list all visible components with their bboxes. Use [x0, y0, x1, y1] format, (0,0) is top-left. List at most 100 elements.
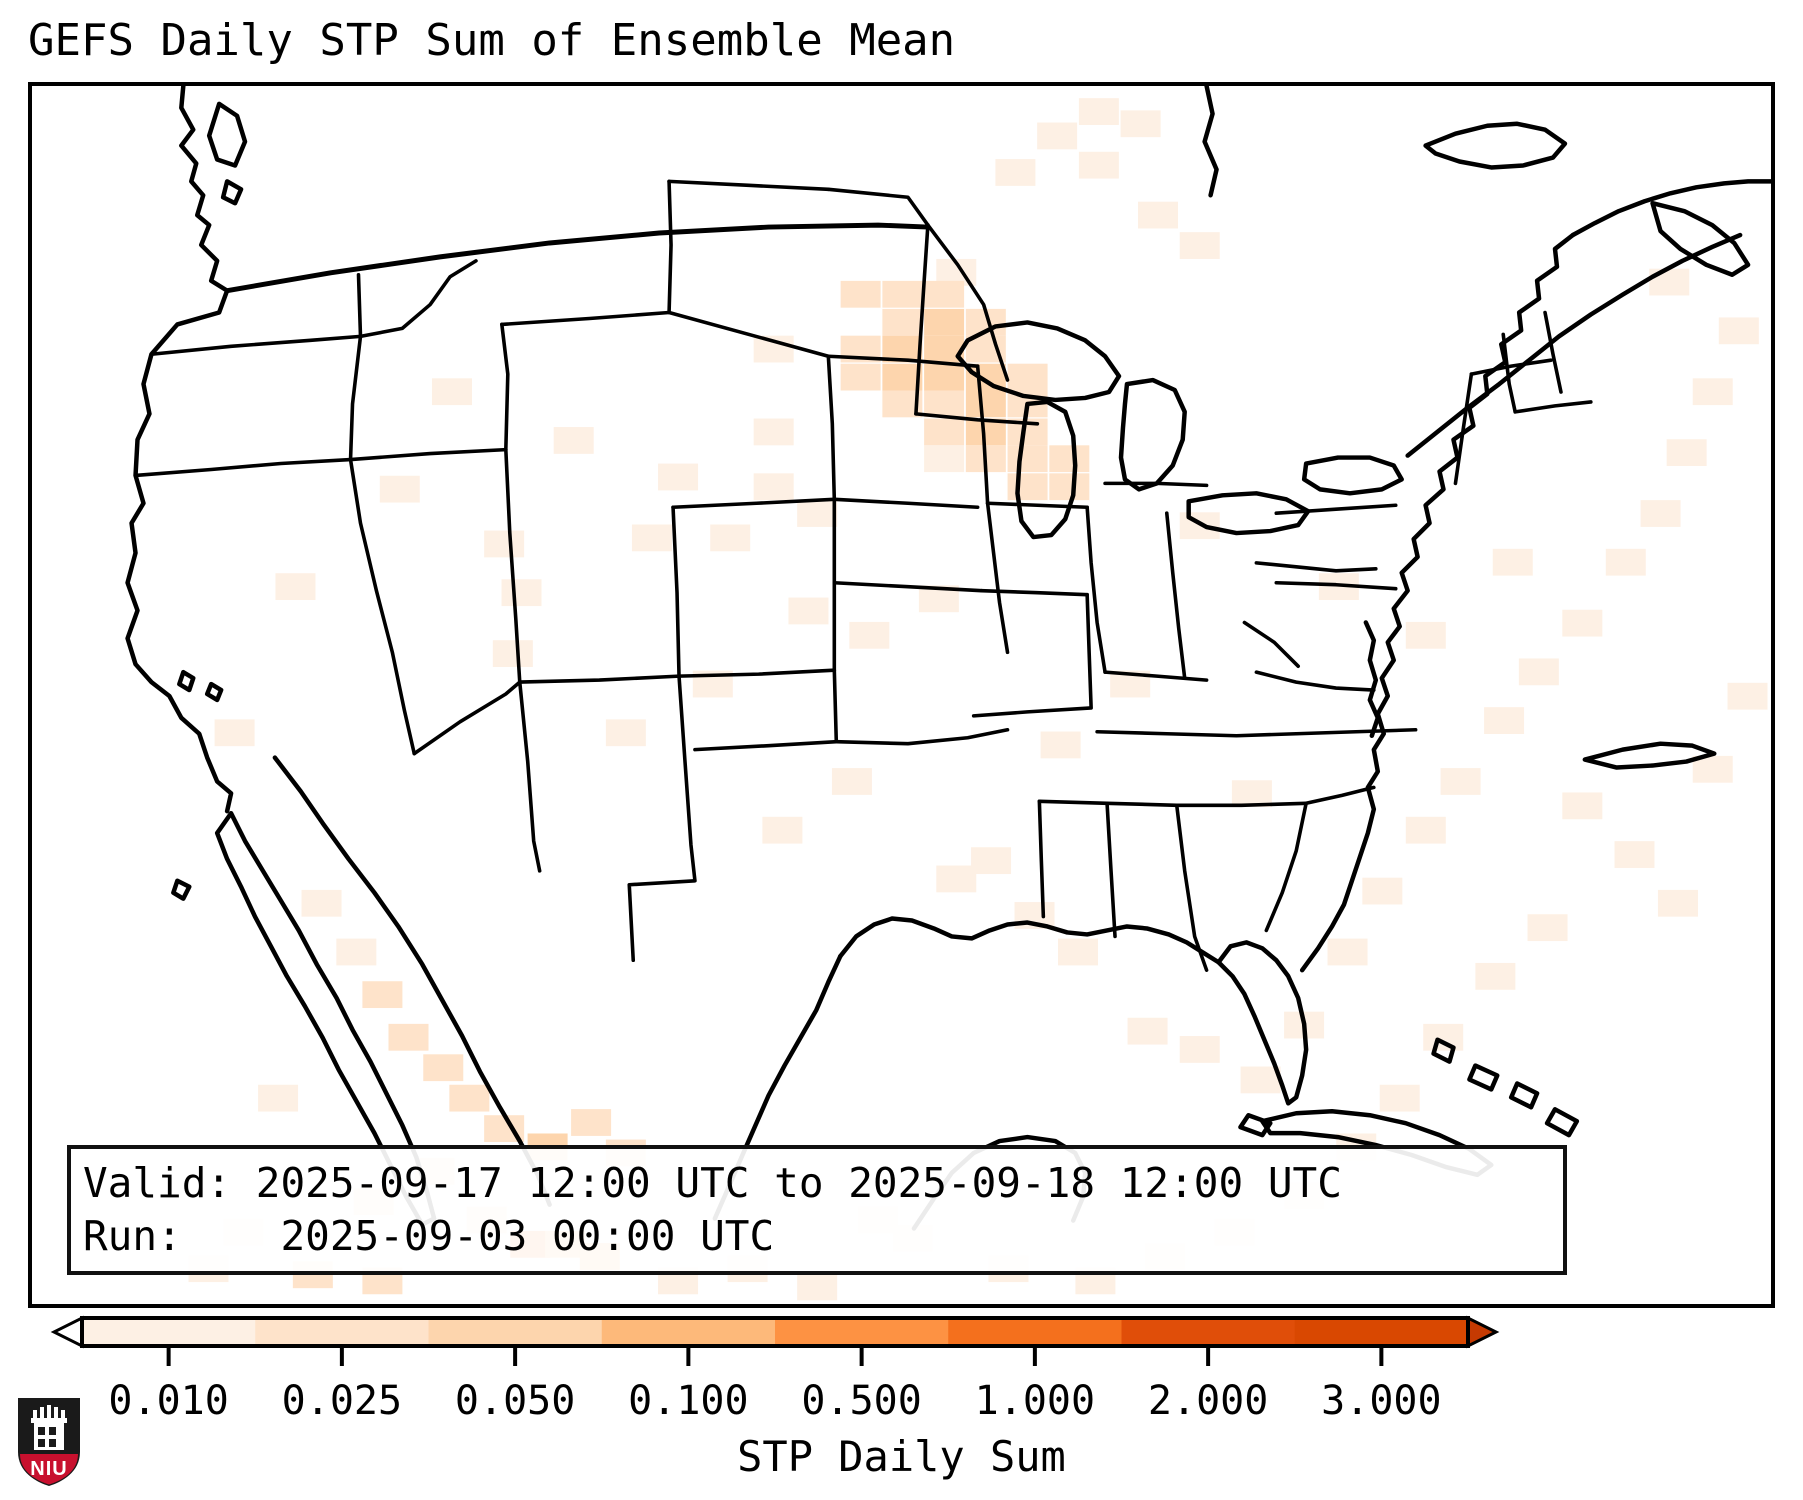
colorbar-tick-label: 2.000 [1147, 1378, 1269, 1424]
state-border-ne-states [1469, 358, 1553, 376]
data-cell [1362, 877, 1403, 905]
data-cell [924, 363, 965, 391]
coastline-hudson-hint [1202, 86, 1219, 198]
state-border-id-nv-ut [348, 447, 508, 462]
niu-castle-windows [38, 1427, 56, 1447]
data-cell [1405, 816, 1446, 844]
great-lake-michigan [1015, 399, 1078, 540]
coastline-nova-scotia [1650, 200, 1751, 277]
coastline-vancouver-island [206, 101, 248, 168]
data-cell [553, 427, 594, 454]
colorbar-band [428, 1318, 603, 1346]
colorbar-tick-label: 0.010 [108, 1378, 229, 1424]
data-cell [788, 597, 829, 625]
data-cell [1007, 473, 1048, 501]
data-cell [1562, 792, 1603, 820]
state-border-pa-ny [1274, 503, 1398, 515]
data-cell [1179, 1036, 1220, 1063]
data-cell [936, 865, 977, 893]
colorbar-tick-label: 0.025 [281, 1378, 403, 1424]
colorbar-axis-label: STP Daily Sum [737, 1432, 1066, 1481]
data-cell [1692, 378, 1733, 406]
data-cell [995, 159, 1036, 186]
data-cell [831, 768, 872, 795]
state-border-ga-sc-nc [1264, 801, 1308, 933]
niu-logo-text: NIU [30, 1458, 67, 1480]
coastline-texas-gulf [838, 916, 1221, 965]
data-cell [1127, 1017, 1168, 1045]
data-cell [1007, 445, 1048, 473]
coastline-island-small-c [171, 878, 192, 901]
data-cell [336, 938, 377, 966]
state-border-ma-ct [1513, 400, 1593, 414]
niu-logo: NIU [18, 1398, 80, 1486]
state-border-ia-mo [914, 412, 1040, 426]
state-border-nv-az [412, 680, 522, 756]
data-cell [1049, 473, 1090, 501]
data-cell [1179, 232, 1220, 259]
state-border-nd-sd [667, 179, 831, 192]
data-cell [971, 847, 1012, 875]
coastline-st-lawrence [1405, 232, 1743, 458]
state-border-ca-nv [348, 457, 417, 756]
data-cell [924, 418, 965, 446]
great-lake-ontario [1301, 455, 1404, 496]
state-border-ny-ne [1453, 372, 1474, 486]
data-cell [840, 363, 881, 391]
state-border-vt-nh [1501, 332, 1517, 414]
state-border-mi-oh-in [1103, 481, 1209, 488]
data-cell [1327, 938, 1368, 966]
data-cell [449, 1084, 490, 1112]
data-cell [492, 640, 533, 667]
colorbar-band [82, 1318, 256, 1346]
colorbar-band [601, 1318, 776, 1346]
data-cell [1120, 110, 1161, 138]
data-cell [1718, 317, 1759, 345]
colorbar-svg[interactable] [0, 1312, 1803, 1372]
state-border-il-ky [1103, 670, 1209, 682]
data-cell [1078, 151, 1119, 179]
data-cell [301, 889, 342, 917]
colorbar[interactable] [0, 1312, 1803, 1372]
data-cell [214, 719, 255, 747]
data-cell [431, 378, 472, 406]
data-cell [1527, 914, 1568, 942]
state-border-nd-sd-mn [826, 187, 930, 227]
state-border-az-nm [517, 680, 542, 873]
data-cell [1138, 201, 1179, 229]
coastline-mexico-west [272, 755, 552, 1207]
state-border-or-id [348, 334, 363, 462]
data-cell [1440, 768, 1481, 795]
data-cell [753, 473, 794, 501]
data-cell [1605, 548, 1646, 576]
coastline-florida-keys [1238, 1113, 1273, 1138]
data-cell [1423, 1023, 1464, 1051]
state-border-ks-ok [832, 580, 984, 593]
run-line: Run: 2025-09-03 00:00 UTC [83, 1212, 775, 1261]
data-cell [924, 445, 965, 473]
state-border-ok-tx [834, 727, 1010, 746]
data-cell [882, 308, 923, 336]
data-cell [1666, 439, 1707, 467]
state-border-nv-ut [504, 447, 522, 684]
state-border-wy-ne-sd [667, 310, 837, 502]
valid-run-info-box: Valid: 2025-09-17 12:00 UTC to 2025-09-1… [67, 1145, 1567, 1275]
colorbar-extend-left [50, 1315, 84, 1349]
coastline-canada-north [1423, 121, 1568, 170]
data-cell [605, 719, 646, 747]
state-border-ky-tn [1095, 729, 1298, 738]
state-border-va-wv-md [1254, 670, 1376, 692]
state-border-ut-co [671, 505, 681, 678]
data-cell [924, 280, 965, 308]
state-border-pa-md [1274, 580, 1398, 591]
colorbar-tick-label: 0.100 [628, 1378, 749, 1424]
data-cell [1692, 755, 1733, 783]
state-border-sd-ne [826, 354, 980, 368]
colorbar-extend-right [1466, 1315, 1500, 1349]
niu-shield-red [20, 1454, 78, 1485]
data-cell [762, 816, 803, 844]
data-cell [571, 1109, 612, 1136]
coastline-bahamas-c [1508, 1081, 1540, 1110]
data-cell [423, 1054, 464, 1082]
state-border-wy-co [671, 497, 837, 510]
